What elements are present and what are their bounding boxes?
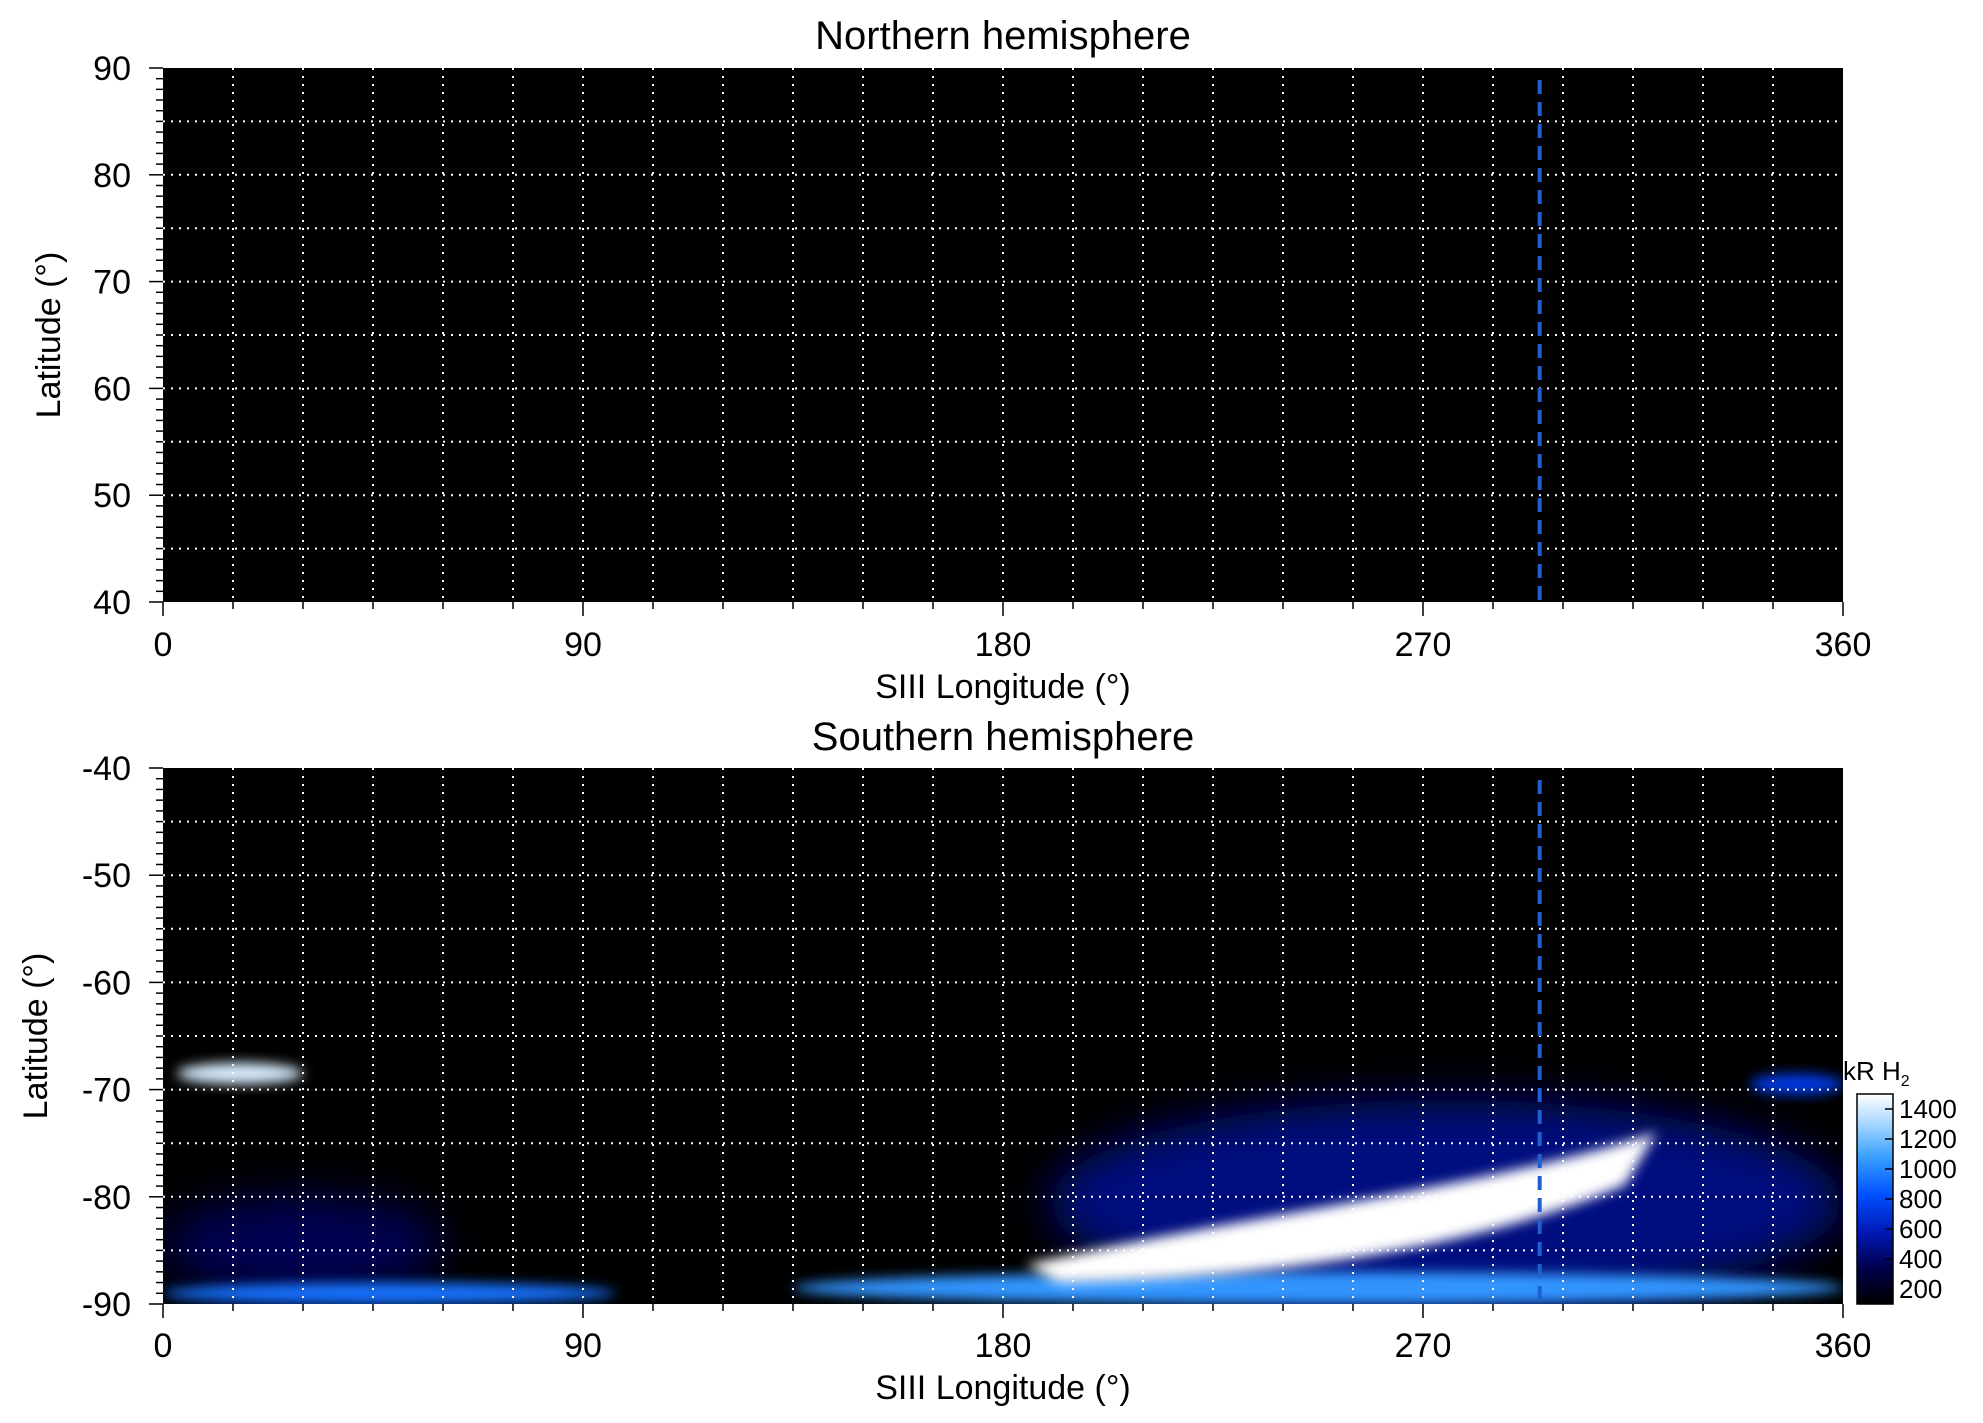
- emission-oval-patch-left: [177, 1062, 303, 1085]
- northern-y-tick-label: 80: [93, 157, 131, 195]
- southern-x-ticks: 0 90 180 270 360: [154, 1304, 1872, 1365]
- colorbar-tick-label: 600: [1899, 1214, 1942, 1244]
- colorbar-tick-label: 400: [1899, 1244, 1942, 1274]
- colorbar-tick-label: 1200: [1899, 1124, 1957, 1154]
- northern-y-tick-label: 90: [93, 50, 131, 88]
- southern-y-ticks: -40 -50 -60 -70 -80 -90: [82, 750, 163, 1324]
- emission-diffuse-band-left: [163, 1196, 443, 1294]
- northern-y-tick-label: 50: [93, 477, 131, 515]
- northern-y-ticks: 40 50 60 70 80 90: [93, 50, 163, 622]
- southern-grid: [163, 768, 1843, 1304]
- southern-x-tick-label: 90: [564, 1327, 602, 1365]
- northern-x-tick-label: 0: [154, 626, 173, 664]
- southern-emission: [163, 1062, 1843, 1304]
- northern-y-tick-label: 70: [93, 264, 131, 302]
- colorbar-title: kR H2: [1843, 1056, 1910, 1090]
- emission-limb-streak-mid: [793, 1271, 1843, 1304]
- southern-x-tick-label: 360: [1815, 1327, 1872, 1365]
- northern-x-ticks: 0 90 180 270 360: [154, 602, 1872, 664]
- southern-x-tick-label: 180: [975, 1327, 1032, 1365]
- southern-y-tick-label: -60: [82, 964, 131, 1002]
- northern-title: Northern hemisphere: [815, 14, 1191, 58]
- colorbar-tick-label: 1400: [1899, 1094, 1957, 1124]
- southern-y-tick-label: -80: [82, 1179, 131, 1217]
- southern-y-label: Latitude (°): [17, 953, 55, 1120]
- southern-y-tick-label: -50: [82, 857, 131, 895]
- northern-x-tick-label: 360: [1815, 626, 1872, 664]
- southern-panel: Southern hemisphere -40 -50 -60 -70 -80 -90 0…: [17, 715, 1871, 1407]
- southern-x-tick-label: 0: [154, 1327, 173, 1365]
- colorbar-tick-label: 200: [1899, 1274, 1942, 1304]
- emission-patch-right: [1749, 1073, 1843, 1095]
- colorbar-tick-label: 800: [1899, 1184, 1942, 1214]
- northern-y-tick-label: 60: [93, 370, 131, 408]
- southern-x-label: SIII Longitude (°): [875, 1369, 1131, 1407]
- northern-y-label: Latitude (°): [30, 252, 68, 419]
- northern-grid: [163, 68, 1843, 602]
- northern-x-tick-label: 180: [975, 626, 1032, 664]
- northern-x-tick-label: 90: [564, 626, 602, 664]
- northern-x-tick-label: 270: [1395, 626, 1452, 664]
- southern-y-tick-label: -70: [82, 1072, 131, 1110]
- colorbar-tick-label: 1000: [1899, 1154, 1957, 1184]
- southern-y-tick-label: -90: [82, 1286, 131, 1324]
- northern-y-tick-label: 40: [93, 584, 131, 622]
- northern-panel: Northern hemisphere 40 50 60 70 80 90 0 90 180 2…: [30, 14, 1871, 706]
- emission-limb-streak-left: [163, 1282, 616, 1304]
- southern-y-tick-label: -40: [82, 750, 131, 788]
- southern-x-tick-label: 270: [1395, 1327, 1452, 1365]
- northern-x-label: SIII Longitude (°): [875, 668, 1131, 706]
- southern-title: Southern hemisphere: [812, 715, 1194, 759]
- emission-main-oval-bright: [1026, 1132, 1657, 1283]
